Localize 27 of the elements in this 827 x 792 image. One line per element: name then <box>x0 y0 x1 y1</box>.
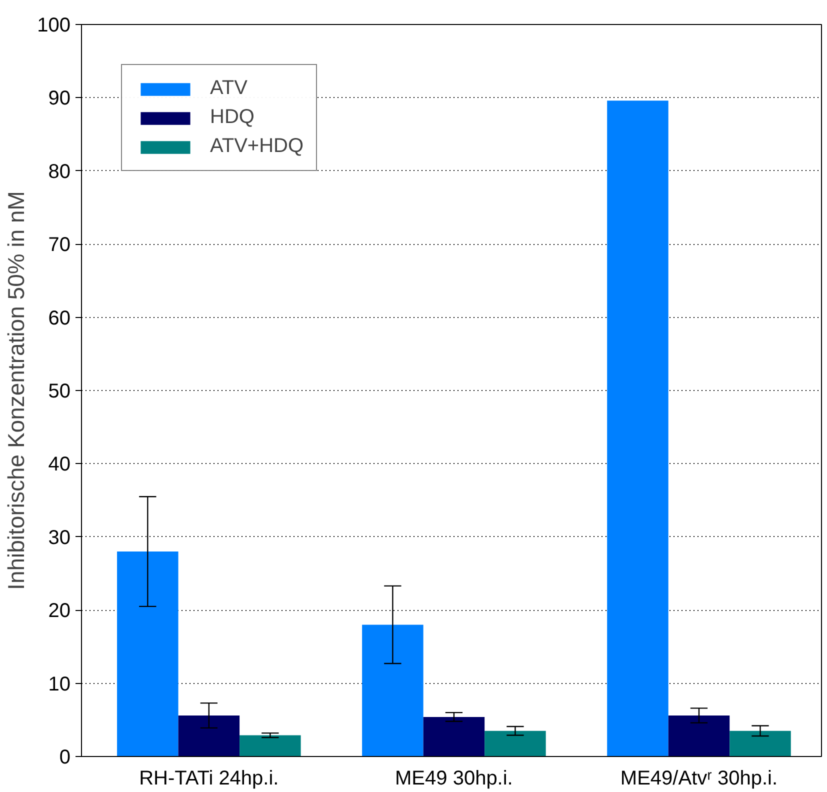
bar <box>607 100 668 756</box>
bar <box>240 735 301 756</box>
y-tick-label: 10 <box>48 673 71 696</box>
y-tick-label: 60 <box>48 307 71 330</box>
x-tick-label: ME49/Atvʳ 30hp.i. <box>620 768 778 790</box>
y-tick-label: 100 <box>37 14 71 36</box>
legend-label: ATV <box>210 77 248 100</box>
y-axis-title: Inhibitorische Konzentration 50% in nM <box>3 191 30 590</box>
y-tick-label: 30 <box>48 526 71 549</box>
x-tick-label: ME49 30hp.i. <box>395 768 513 790</box>
bar <box>730 730 791 756</box>
y-tick-label: 90 <box>48 88 71 110</box>
bar <box>362 624 424 756</box>
bar <box>178 716 240 756</box>
legend-label: HDQ <box>210 106 254 129</box>
y-tick-label: 20 <box>48 600 71 622</box>
y-tick-label: 40 <box>48 454 71 476</box>
y-tick-label: 50 <box>48 380 71 402</box>
y-tick-label: 70 <box>48 234 71 256</box>
y-tick-label: 0 <box>59 746 70 768</box>
bar <box>484 730 546 756</box>
bar <box>117 552 178 756</box>
y-tick-label: 80 <box>48 160 71 183</box>
bar <box>423 716 485 756</box>
bar <box>668 716 730 756</box>
legend-label: ATV+HDQ <box>210 135 304 158</box>
x-tick-label: RH-TATi 24hp.i. <box>139 768 279 790</box>
